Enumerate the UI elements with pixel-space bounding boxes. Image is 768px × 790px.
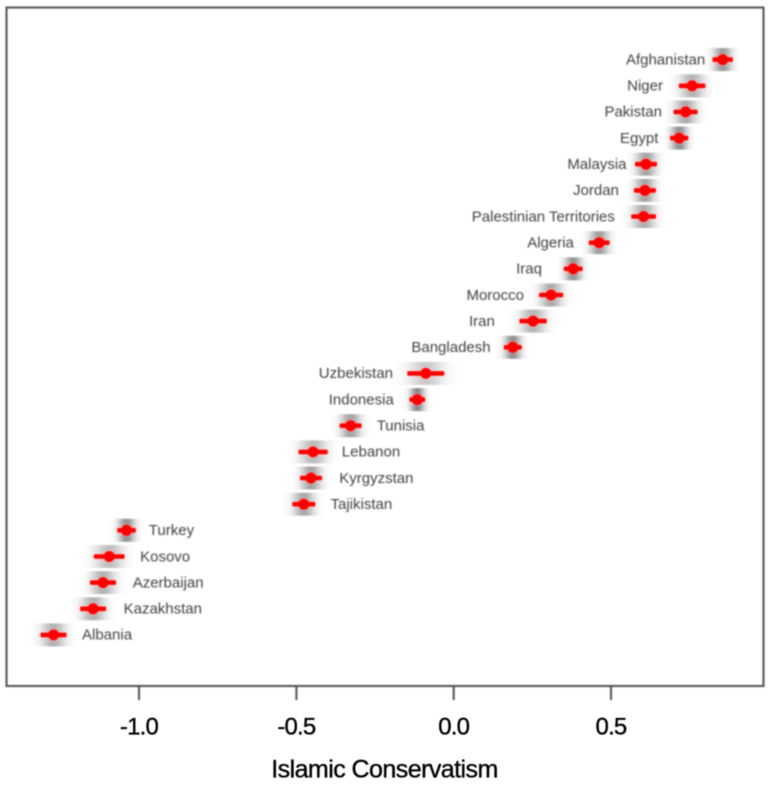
svg-text:Malaysia: Malaysia bbox=[567, 156, 627, 173]
svg-text:Islamic Conservatism: Islamic Conservatism bbox=[271, 756, 498, 784]
svg-text:Pakistan: Pakistan bbox=[604, 104, 662, 121]
svg-text:Kyrgyzstan: Kyrgyzstan bbox=[339, 470, 413, 487]
svg-text:Albania: Albania bbox=[82, 627, 133, 644]
svg-text:Palestinian Territories: Palestinian Territories bbox=[472, 208, 615, 225]
svg-text:Algeria: Algeria bbox=[527, 235, 574, 252]
svg-text:Indonesia: Indonesia bbox=[329, 391, 395, 408]
svg-text:-1.0: -1.0 bbox=[120, 713, 159, 740]
svg-text:Bangladesh: Bangladesh bbox=[411, 339, 490, 356]
svg-text:Iran: Iran bbox=[469, 313, 495, 330]
svg-text:Kazakhstan: Kazakhstan bbox=[124, 601, 202, 618]
svg-text:Lebanon: Lebanon bbox=[342, 444, 400, 461]
svg-text:-0.5: -0.5 bbox=[277, 713, 316, 740]
svg-text:Iraq: Iraq bbox=[516, 261, 542, 278]
svg-text:0.0: 0.0 bbox=[438, 713, 469, 740]
svg-text:Afghanistan: Afghanistan bbox=[626, 51, 705, 68]
svg-text:Egypt: Egypt bbox=[620, 130, 659, 147]
svg-text:Uzbekistan: Uzbekistan bbox=[319, 365, 393, 382]
svg-text:Tunisia: Tunisia bbox=[377, 418, 425, 435]
svg-text:0.5: 0.5 bbox=[596, 713, 627, 740]
svg-text:Jordan: Jordan bbox=[573, 182, 619, 199]
svg-text:Azerbaijan: Azerbaijan bbox=[133, 574, 204, 591]
svg-text:Kosovo: Kosovo bbox=[140, 548, 190, 565]
svg-text:Turkey: Turkey bbox=[149, 522, 195, 539]
svg-text:Tajikistan: Tajikistan bbox=[331, 496, 393, 513]
svg-text:Niger: Niger bbox=[627, 78, 663, 95]
svg-text:Morocco: Morocco bbox=[466, 287, 524, 304]
